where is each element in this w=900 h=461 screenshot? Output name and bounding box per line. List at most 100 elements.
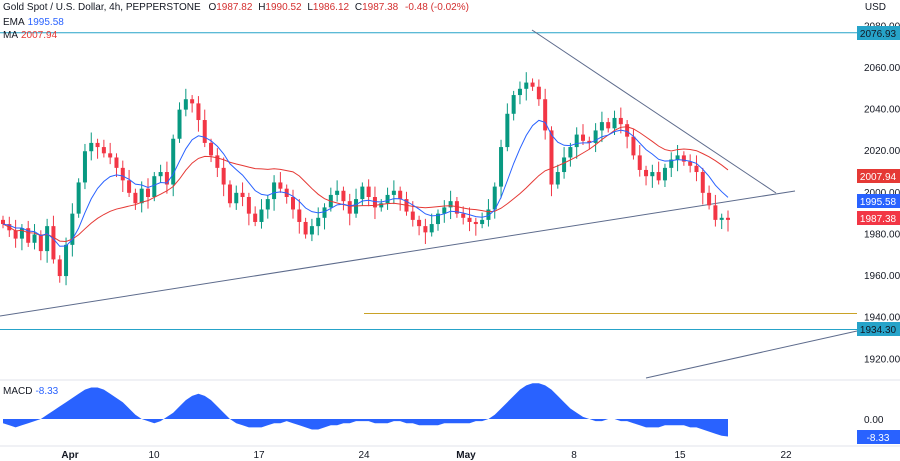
candle-body (246, 197, 251, 214)
candle-body (57, 259, 62, 277)
y-tick-label: 2060.00 (864, 63, 900, 74)
candle-body (618, 117, 623, 125)
candle-body (700, 172, 705, 193)
open-label: O (208, 2, 217, 13)
candle-body (1, 219, 5, 225)
ma-line[interactable] (2, 126, 729, 242)
candle-body (625, 124, 630, 137)
candle-body (202, 120, 207, 143)
candle-body (101, 147, 106, 154)
candle-body (303, 221, 308, 235)
x-tick-label: 10 (148, 450, 160, 461)
candle-body (662, 167, 667, 181)
price-label-badge (857, 194, 900, 208)
legend-ma[interactable]: MA 2007.94 (3, 30, 57, 42)
candle-body (555, 172, 560, 185)
candle-body (606, 122, 611, 129)
candle-body (209, 142, 214, 156)
symbol-title[interactable]: Gold Spot / U.S. Dollar, 4h, PEPPERSTONE (3, 2, 201, 13)
legend-ema[interactable]: EMA 1995.58 (3, 17, 64, 29)
candle-body (543, 99, 548, 131)
candle-body (372, 197, 377, 208)
y-tick-label: 1960.00 (864, 271, 900, 282)
candle-body (171, 138, 176, 185)
candle-body (127, 180, 132, 193)
candle-body (612, 117, 617, 129)
candle-body (139, 188, 144, 204)
x-tick-label: 24 (358, 450, 370, 461)
candle-body (707, 192, 712, 206)
candle-body (309, 226, 314, 235)
candle-body (410, 211, 415, 220)
legend-main: Gold Spot / U.S. Dollar, 4h, PEPPERSTONE… (3, 2, 469, 14)
macd-legend[interactable]: MACD -8.33 (3, 386, 58, 397)
candle-body (656, 172, 661, 181)
y-tick-label: 2040.00 (864, 105, 900, 116)
candle-body (398, 190, 403, 200)
candle-body (240, 192, 245, 197)
candle-body (341, 190, 346, 202)
price-label-text: 2007.94 (860, 172, 897, 183)
macd-histogram[interactable] (3, 383, 728, 437)
ema-value: 1995.58 (27, 17, 64, 28)
candle-body (51, 226, 56, 260)
channel-trendline[interactable] (645, 330, 858, 379)
candle-body (574, 134, 579, 148)
price-label-badge (857, 322, 900, 336)
macd-value-badge (857, 430, 900, 444)
descending-trendline[interactable] (531, 29, 777, 194)
candle-body (511, 95, 516, 114)
candle-body (152, 176, 157, 197)
candle-body (549, 130, 554, 185)
candle-body (297, 209, 302, 222)
candle-body (524, 82, 529, 89)
candle-body (681, 155, 686, 162)
candle-body (461, 213, 466, 218)
candle-body (322, 207, 327, 218)
candle-body (505, 113, 510, 148)
candle-body (158, 172, 163, 177)
macd-label: MACD (3, 386, 33, 397)
candle-body (316, 217, 321, 227)
candle-body (536, 86, 541, 100)
candle-body (530, 82, 535, 87)
x-tick-label: 8 (571, 450, 577, 461)
x-tick-label: 17 (253, 450, 265, 461)
ema-label: EMA (3, 17, 25, 28)
candle-body (726, 217, 730, 220)
low-value: 1986.12 (312, 2, 350, 13)
candle-body (423, 226, 428, 233)
price-label-text: 1995.58 (860, 197, 897, 208)
change-value: -0.48 (-0.02%) (405, 2, 469, 13)
candle-body (120, 167, 125, 181)
x-tick-label: 22 (780, 450, 792, 461)
candle-body (599, 122, 604, 131)
candle-body (637, 155, 642, 170)
price-label-badge (857, 26, 900, 40)
macd-value: -8.33 (35, 386, 59, 397)
ma-label: MA (3, 30, 18, 41)
candle-body (95, 142, 100, 148)
ascending-trendline[interactable] (0, 190, 796, 317)
y-tick-label: 2000.00 (864, 188, 900, 199)
high-value: 1990.52 (265, 2, 302, 13)
candle-body (436, 213, 440, 225)
candle-body (644, 169, 649, 177)
candle-body (385, 194, 390, 204)
x-tick-label: May (456, 450, 476, 461)
candle-body (82, 151, 87, 183)
candle-body (38, 234, 43, 252)
candle-body (429, 224, 434, 233)
ema-line[interactable] (2, 119, 729, 247)
candle-body (587, 140, 592, 143)
candle-body (480, 219, 485, 225)
macd-value-badge-text: -8.33 (867, 433, 890, 444)
candle-body (234, 192, 239, 204)
candle-body (517, 88, 522, 96)
candle-body (183, 99, 188, 110)
currency-label: USD (864, 2, 886, 13)
x-tick-label: 15 (674, 450, 686, 461)
candle-body (347, 201, 352, 214)
candle-body (650, 172, 655, 177)
